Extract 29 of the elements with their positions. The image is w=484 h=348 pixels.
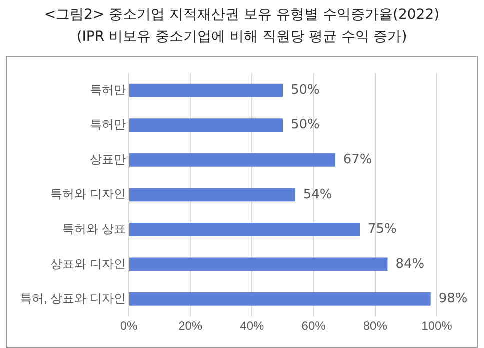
x-tick-label: 0% [120, 319, 138, 334]
data-label: 75% [368, 222, 397, 238]
chart-subtitle: (IPR 비보유 중소기업에 비해 직원당 평균 수익 증가) [76, 28, 408, 47]
bar [130, 188, 296, 202]
data-label: 98% [438, 292, 468, 307]
data-label: 84% [396, 256, 425, 272]
y-tick-label: 특허와 상표 [62, 222, 126, 236]
bar [130, 222, 360, 236]
data-label: 50% [291, 82, 320, 98]
x-tick-label: 40% [240, 319, 265, 334]
data-label: 50% [291, 118, 320, 133]
y-tick-label: 특허만 [90, 82, 126, 97]
chart-title: <그림2> 중소기업 지적재산권 보유 유형별 수익증가율(2022) [43, 6, 441, 25]
data-label: 54% [303, 187, 332, 202]
x-tick-label: 80% [363, 319, 388, 334]
y-tick-label: 상표와 디자인 [50, 256, 126, 271]
x-tick-label: 20% [178, 319, 203, 334]
y-tick-label: 특허만 [90, 118, 126, 132]
data-label: 67% [343, 152, 372, 168]
bar [130, 118, 283, 132]
bar [130, 153, 336, 167]
y-tick-label: 특허, 상표와 디자인 [20, 292, 126, 306]
x-tick-label: 100% [422, 319, 453, 334]
y-tick-label: 상표만 [90, 152, 126, 166]
y-tick-label: 특허와 디자인 [50, 187, 126, 202]
bar [130, 84, 283, 98]
bar [130, 258, 388, 272]
bar [130, 292, 431, 306]
x-tick-label: 60% [302, 319, 326, 334]
